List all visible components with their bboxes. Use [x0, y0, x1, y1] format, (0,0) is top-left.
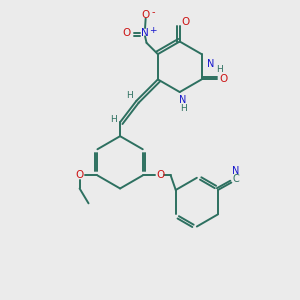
Text: N: N [207, 59, 215, 69]
Text: O: O [122, 28, 131, 38]
Text: O: O [142, 10, 150, 20]
Text: H: H [216, 65, 223, 74]
Text: O: O [182, 17, 190, 28]
Text: H: H [110, 115, 117, 124]
Text: O: O [220, 74, 228, 84]
Text: N: N [141, 28, 149, 38]
Text: H: H [180, 104, 187, 113]
Text: O: O [76, 170, 84, 180]
Text: +: + [149, 26, 157, 35]
Text: -: - [151, 7, 154, 17]
Text: O: O [157, 170, 165, 180]
Text: N: N [179, 95, 186, 105]
Text: C: C [232, 174, 239, 184]
Text: H: H [127, 91, 133, 100]
Text: N: N [232, 166, 239, 176]
